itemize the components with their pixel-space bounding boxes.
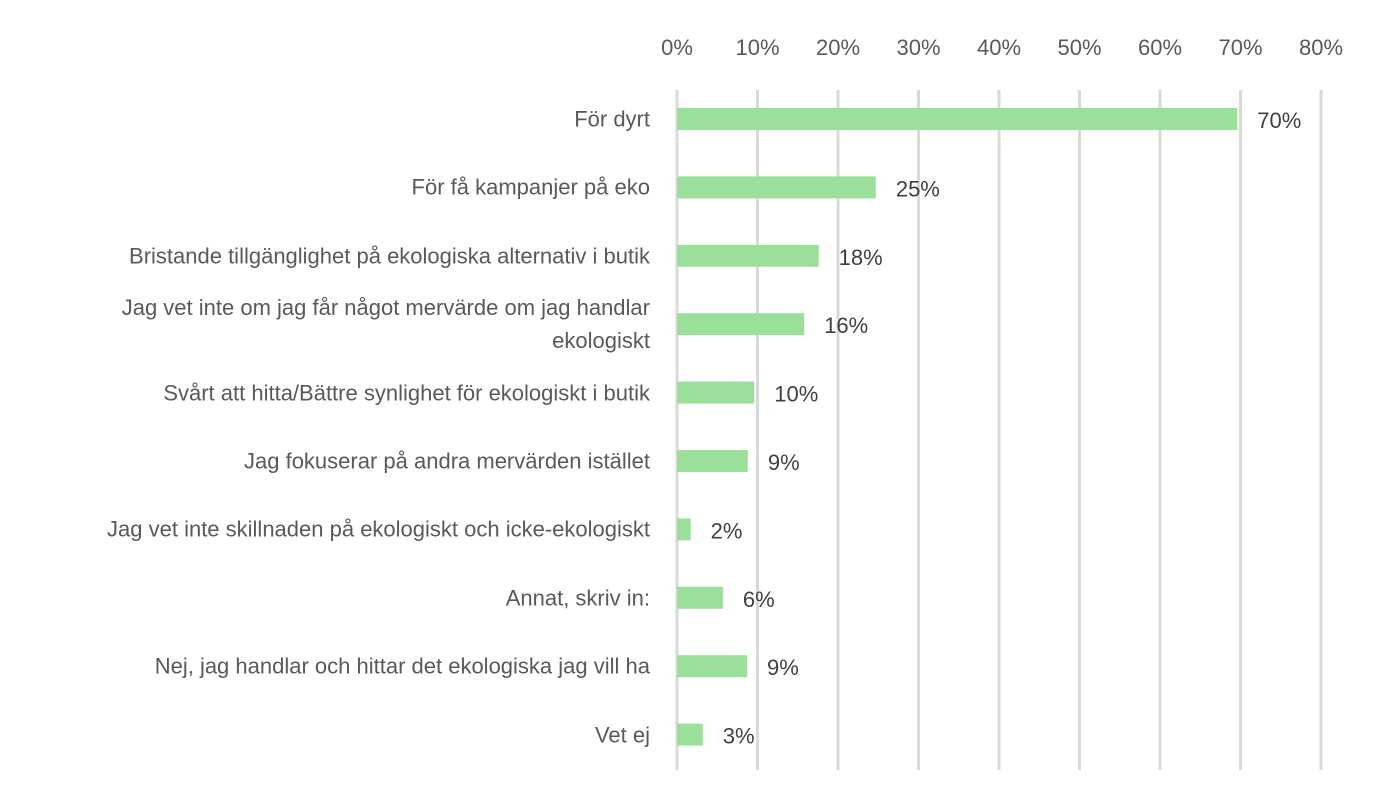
- data-label: 25%: [896, 176, 940, 201]
- category-label: Annat, skriv in:: [505, 585, 650, 611]
- data-label: 10%: [774, 382, 818, 407]
- x-tick-label: 10%: [735, 35, 779, 60]
- x-tick-label: 30%: [896, 35, 940, 60]
- bar: [677, 313, 805, 336]
- data-label: 70%: [1257, 108, 1301, 133]
- category-label: Vet ej: [594, 722, 650, 748]
- x-tick-label: 40%: [977, 35, 1021, 60]
- category-label: Nej, jag handlar och hittar det ekologis…: [154, 653, 650, 679]
- category-label: För dyrt: [574, 106, 650, 132]
- data-label: 18%: [839, 245, 883, 270]
- bar: [677, 723, 703, 746]
- bar: [677, 244, 819, 267]
- x-tick-label: 80%: [1299, 35, 1343, 60]
- bar: [677, 176, 876, 199]
- bar: [677, 108, 1238, 130]
- data-label: 6%: [743, 587, 775, 612]
- x-tick-label: 20%: [816, 35, 860, 60]
- data-label: 16%: [824, 313, 868, 338]
- x-tick-label: 0%: [661, 35, 693, 60]
- bar: [677, 655, 748, 678]
- data-label: 2%: [711, 518, 743, 543]
- x-tick-label: 50%: [1057, 35, 1101, 60]
- data-label: 9%: [767, 655, 799, 680]
- data-label: 3%: [723, 724, 755, 749]
- category-label: Jag fokuserar på andra mervärden iställe…: [244, 448, 650, 474]
- bar: [677, 518, 691, 541]
- bar: [677, 450, 748, 472]
- category-label: Svårt att hitta/Bättre synlighet för eko…: [163, 380, 650, 406]
- bar: [677, 586, 723, 609]
- x-tick-label: 60%: [1138, 35, 1182, 60]
- category-label: Bristande tillgänglighet på ekologiska a…: [129, 243, 650, 269]
- category-label: Jag vet inte om jag får något mervärde o…: [121, 295, 650, 354]
- category-label: Jag vet inte skillnaden på ekologiskt oc…: [107, 516, 650, 542]
- category-label: För få kampanjer på eko: [411, 174, 650, 200]
- x-tick-label: 70%: [1218, 35, 1262, 60]
- data-label: 9%: [768, 450, 800, 475]
- bar: [677, 381, 755, 404]
